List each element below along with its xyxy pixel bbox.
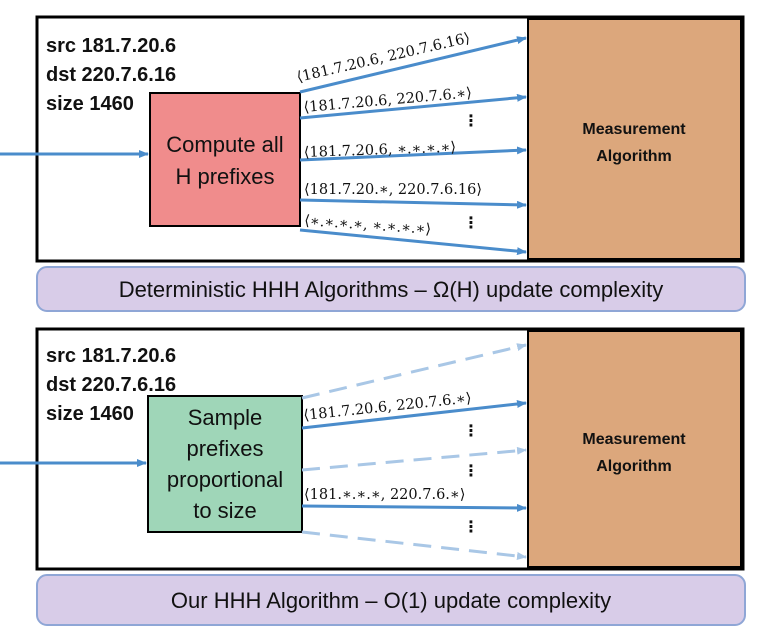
top-prefix-arrow-2 — [299, 93, 527, 120]
bottom-dashed-arrow-1 — [301, 343, 527, 400]
top-process-line-2: H prefixes — [175, 164, 274, 189]
top-prefix-arrow-3 — [299, 146, 527, 162]
top-measurement-line-2: Algorithm — [596, 148, 672, 165]
bottom-measurement-line-1: Measurement — [582, 431, 686, 448]
bottom-process-box — [147, 395, 303, 533]
top-size-field: size 1460 — [46, 93, 134, 115]
bottom-measurement-line-2: Algorithm — [596, 458, 672, 475]
top-process-line-1: Compute all — [166, 132, 283, 157]
bottom-sampled-arrow-1 — [301, 400, 527, 430]
top-panel: Measurement Algorithm src 181.7.20.6 dst… — [0, 15, 746, 312]
top-dst-field: dst 220.7.6.16 — [46, 64, 176, 86]
bottom-ellipsis-2: ⋮ — [463, 461, 479, 480]
bottom-caption-box — [36, 574, 746, 626]
bottom-src-field: src 181.7.20.6 — [46, 345, 176, 367]
top-prefix-arrow-4 — [299, 198, 527, 209]
top-measurement-box — [527, 18, 742, 260]
top-src-field: src 181.7.20.6 — [46, 35, 176, 57]
bottom-process-line-1: Sample — [188, 405, 263, 430]
bottom-sampled-arrow-2 — [301, 503, 527, 512]
bottom-ellipsis-1: ⋮ — [463, 421, 479, 440]
top-prefix-arrow-5 — [299, 228, 527, 256]
bottom-dashed-arrow-2 — [301, 446, 527, 472]
bottom-process-line-2: prefixes — [186, 436, 263, 461]
bottom-caption: Our HHH Algorithm – O(1) update complexi… — [171, 588, 611, 613]
top-ellipsis-2: ⋮ — [463, 213, 479, 232]
bottom-process-line-4: to size — [193, 498, 257, 523]
bottom-dst-field: dst 220.7.6.16 — [46, 374, 176, 396]
top-process-box — [149, 92, 301, 227]
bottom-dashed-arrow-3 — [301, 530, 527, 560]
bottom-ellipsis-3: ⋮ — [463, 517, 479, 536]
top-caption: Deterministic HHH Algorithms – Ω(H) upda… — [119, 277, 664, 302]
bottom-panel: Measurement Algorithm src 181.7.20.6 dst… — [0, 327, 746, 626]
top-caption-box — [36, 266, 746, 312]
top-prefix-arrow-1 — [299, 36, 527, 94]
bottom-process-line-3: proportional — [167, 467, 283, 492]
bottom-size-field: size 1460 — [46, 403, 134, 425]
bottom-prefix-label-2: ⟨181.∗.∗.∗, 220.7.6.∗⟩ — [304, 487, 465, 503]
top-measurement-line-1: Measurement — [582, 121, 686, 138]
bottom-measurement-box — [527, 330, 742, 568]
top-prefix-label-3: ⟨181.7.20.6, ∗.∗.∗.∗⟩ — [304, 140, 457, 161]
top-prefix-label-4: ⟨181.7.20.∗, 220.7.6.16⟩ — [304, 182, 482, 198]
top-ellipsis-1: ⋮ — [463, 111, 479, 130]
